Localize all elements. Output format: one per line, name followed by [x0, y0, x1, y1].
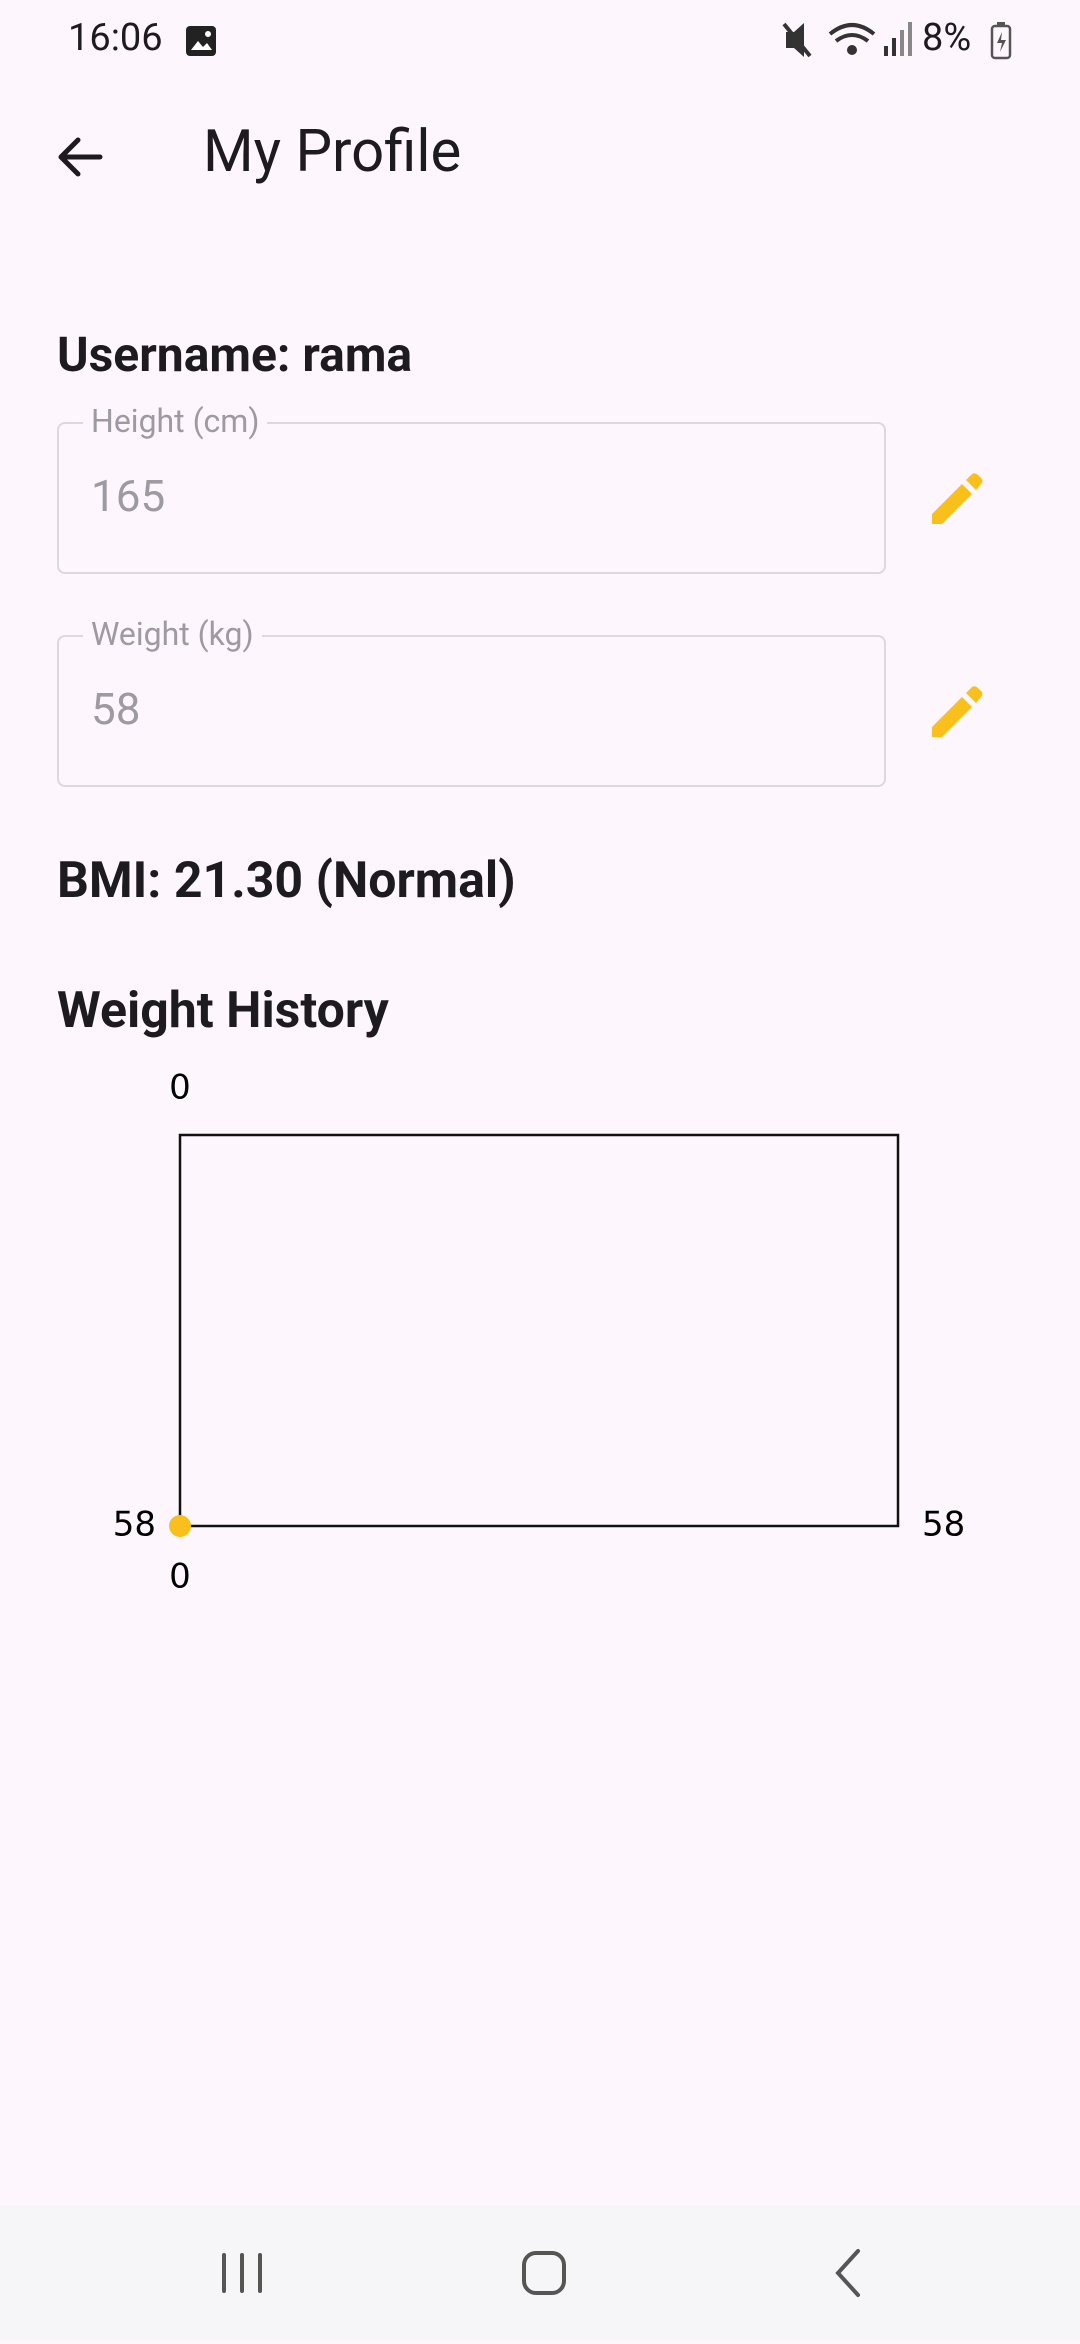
plot-border — [178, 1133, 900, 1528]
username: Username: rama — [57, 326, 413, 383]
nav-bar — [0, 2205, 1080, 2340]
battery-icon — [990, 22, 1012, 60]
x-tick-label-top: 0 — [169, 1068, 191, 1108]
nav-buttons — [222, 2249, 860, 2297]
y-tick-label-left: 58 — [113, 1505, 156, 1545]
gallery-icon — [186, 26, 216, 56]
weight-field[interactable]: Weight (kg) 58 — [57, 615, 886, 787]
edit-height-button[interactable] — [928, 472, 984, 528]
x-tick-label-bottom: 0 — [169, 1557, 191, 1597]
back-button[interactable] — [52, 130, 106, 184]
bmi: BMI: 21.30 (Normal) — [57, 852, 516, 910]
status-icons — [782, 22, 912, 58]
point — [169, 1515, 191, 1537]
field-value: 58 — [91, 683, 141, 735]
chart-title: Weight History — [57, 982, 389, 1040]
weight-chart: 0 0 58 58 — [113, 1068, 966, 1597]
field-label: Height (cm) — [83, 402, 268, 440]
field-label: Weight (kg) — [83, 615, 262, 653]
edit-weight-button[interactable] — [928, 685, 984, 741]
y-tick-label-right: 58 — [922, 1505, 965, 1545]
app-title: My Profile — [203, 118, 462, 186]
status-time: 16:06 — [68, 16, 163, 60]
battery-percent: 8% — [922, 16, 972, 60]
height-field[interactable]: Height (cm) 165 — [57, 402, 886, 574]
field-value: 165 — [91, 470, 166, 522]
